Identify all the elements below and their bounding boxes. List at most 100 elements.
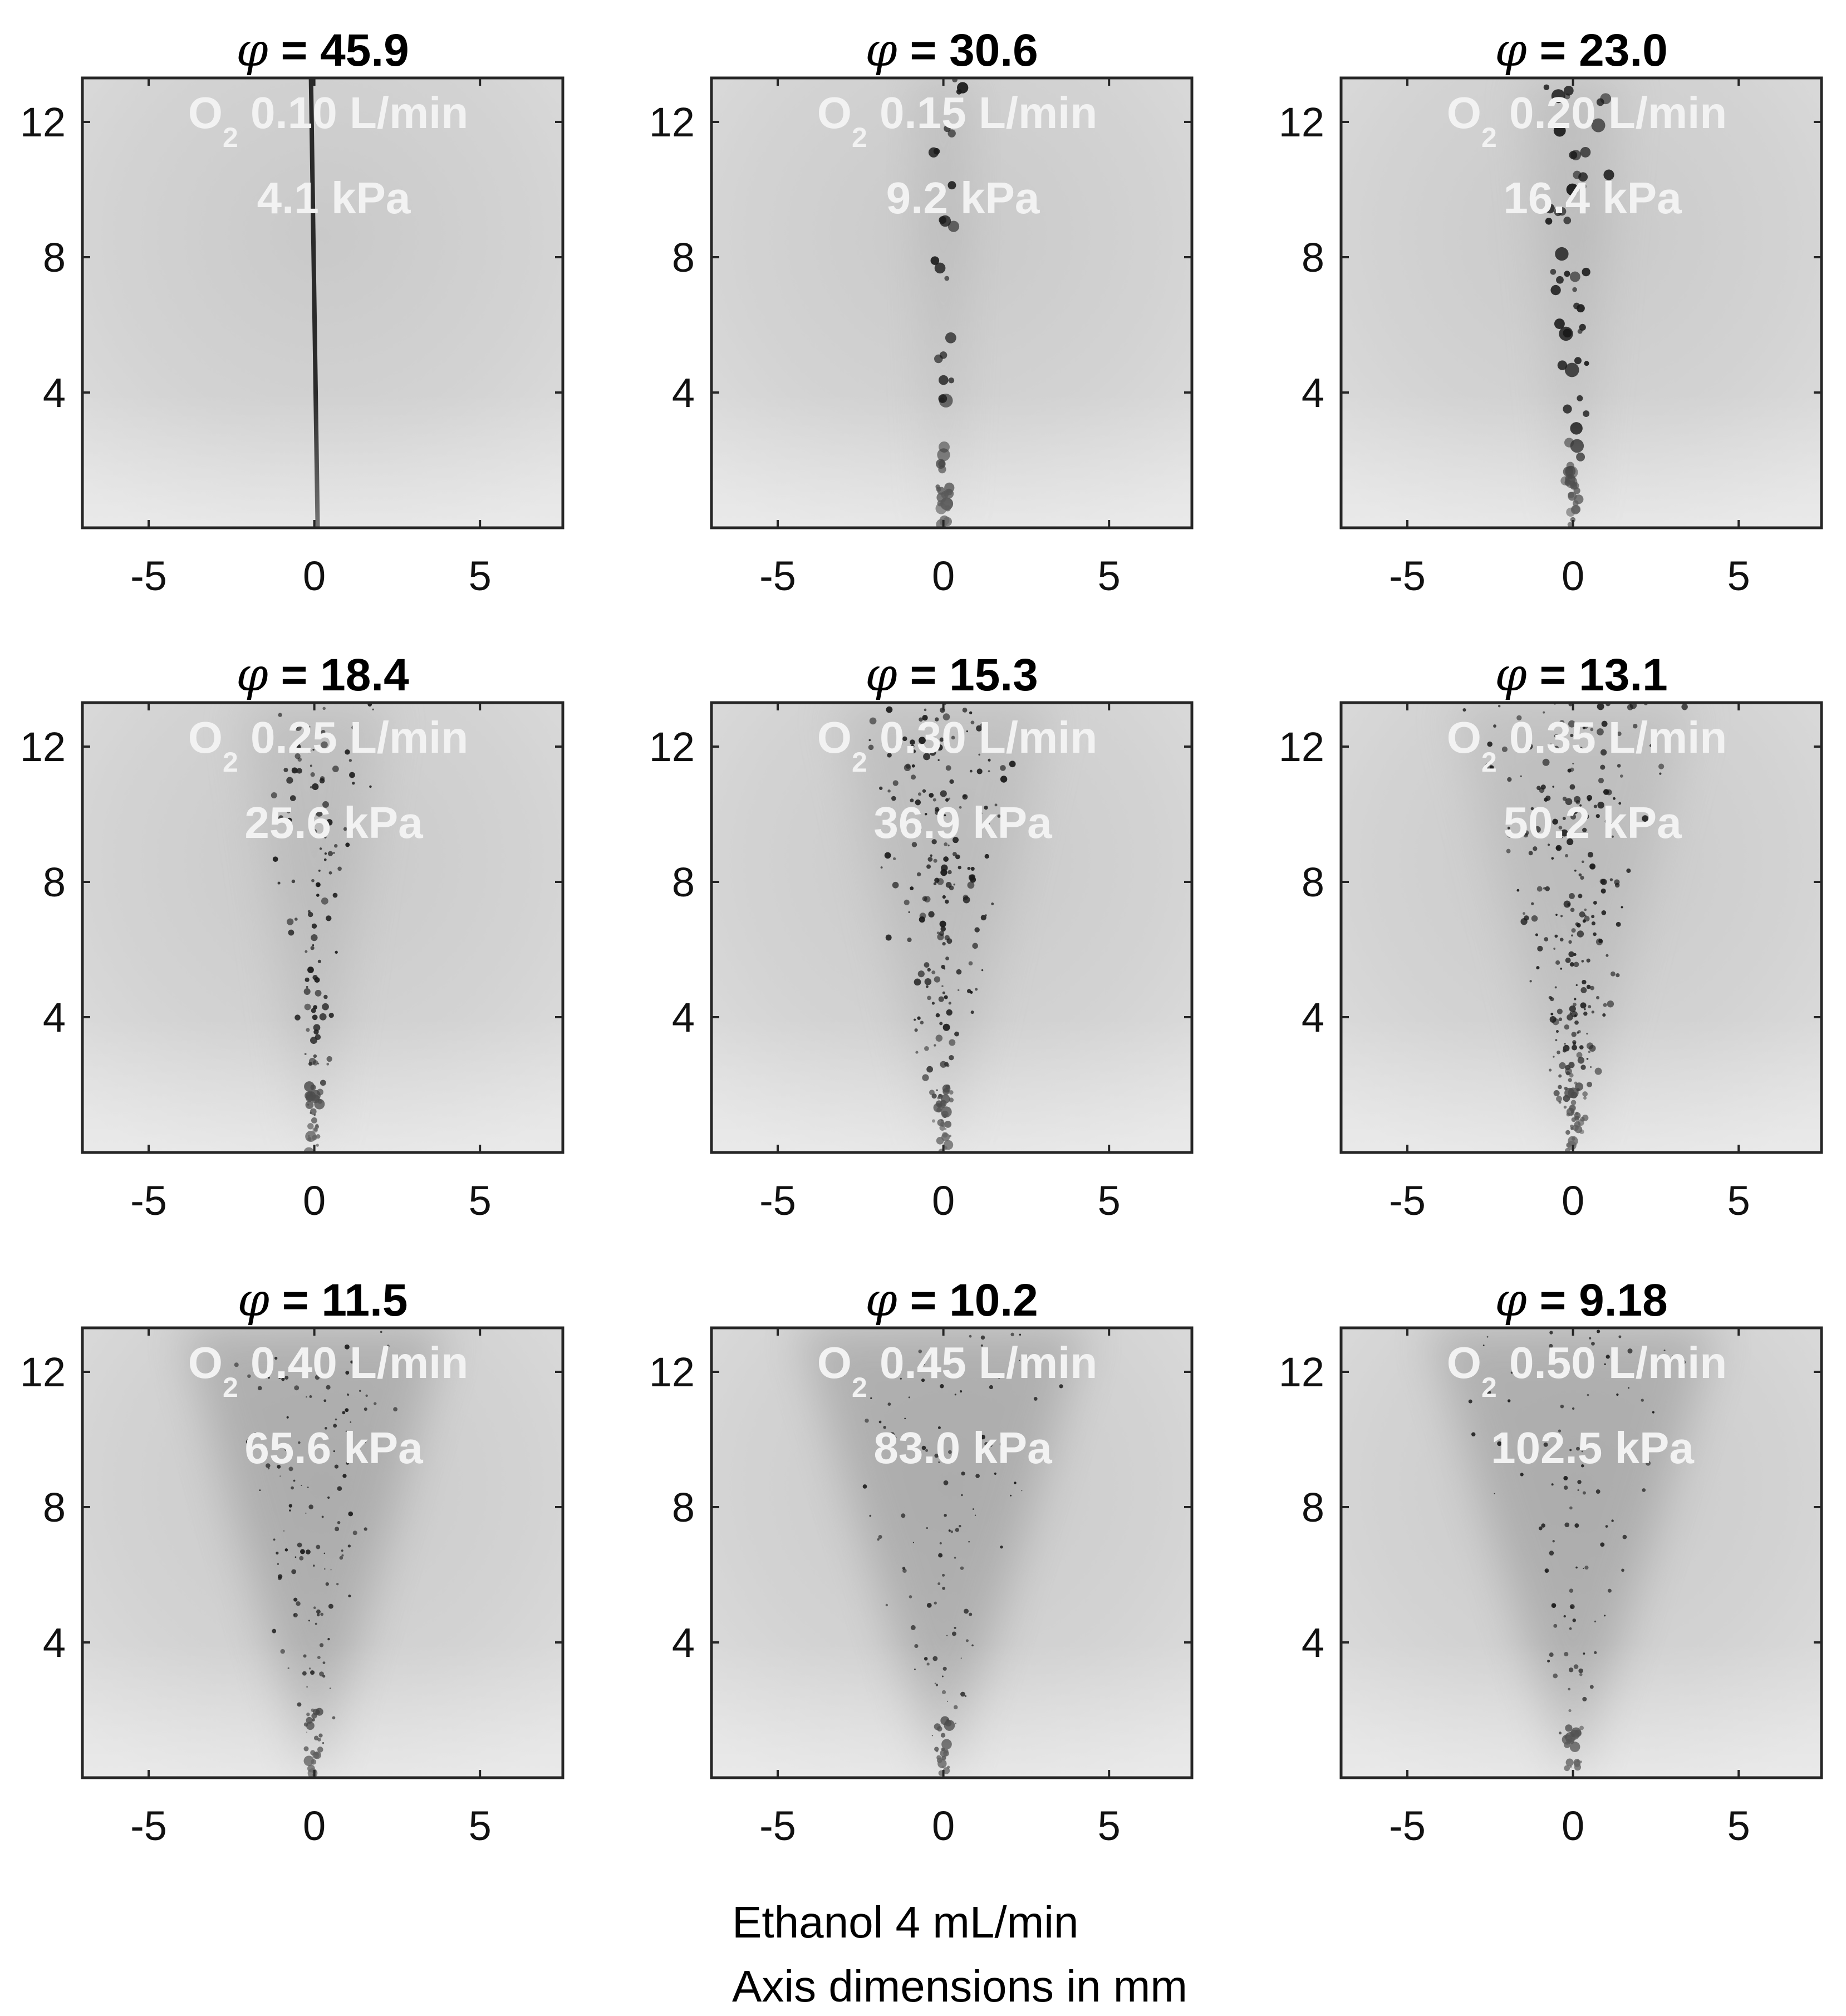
x-tick-label: -5: [759, 1178, 796, 1224]
panel: φ = 10.2 O2 0.45 L/min 83.0 kPa -5 0 5 4 8 12: [649, 1274, 1194, 1849]
y-tick-label: 4: [672, 1620, 695, 1666]
pressure-label: 16.4 kPa: [1503, 173, 1682, 223]
o2-flow-label: O2 0.25 L/min: [188, 713, 469, 778]
phi-equals: =: [268, 650, 320, 700]
panel: φ = 30.6 O2 0.15 L/min 9.2 kPa -5 0 5 4 8 12: [649, 24, 1194, 599]
x-tick-label: 0: [1562, 553, 1584, 599]
panel: φ = 23.0 O2 0.20 L/min 16.4 kPa -5 0 5 4 8 12: [1279, 24, 1823, 599]
phi-symbol: φ: [1495, 1274, 1527, 1327]
x-tick-label: 5: [469, 1178, 492, 1224]
x-tick-label: 0: [303, 553, 326, 599]
phi-value: 11.5: [321, 1275, 408, 1326]
o2-symbol: O: [1447, 713, 1481, 762]
phi-symbol: φ: [1495, 649, 1527, 702]
y-tick-label: 8: [672, 1484, 695, 1531]
y-tick-label: 12: [20, 99, 66, 145]
panel: φ = 45.9 O2 0.10 L/min 4.1 kPa -5 0 5 4 8 12: [20, 24, 564, 599]
o2-flow-value: 0.10 L/min: [238, 88, 468, 138]
phi-value: 15.3: [949, 650, 1038, 700]
panel-title: φ = 45.9: [236, 24, 409, 77]
x-tick-label: 5: [1098, 1803, 1121, 1849]
panel-title: φ = 13.1: [1495, 649, 1667, 702]
phi-value: 13.1: [1579, 650, 1668, 700]
panel-title: φ = 9.18: [1495, 1274, 1667, 1327]
o2-subscript: 2: [223, 1372, 238, 1403]
y-tick-label: 12: [1279, 99, 1324, 145]
y-tick-label: 12: [649, 724, 695, 770]
phi-symbol: φ: [236, 24, 268, 77]
y-tick-label: 4: [43, 1620, 66, 1666]
x-tick-label: -5: [759, 1803, 796, 1849]
y-tick-label: 4: [672, 370, 695, 416]
o2-flow-label: O2 0.50 L/min: [1447, 1338, 1727, 1403]
y-tick-label: 8: [1302, 1484, 1324, 1531]
phi-value: 10.2: [949, 1275, 1038, 1326]
x-tick-label: -5: [1389, 553, 1426, 599]
o2-flow-label: O2 0.20 L/min: [1447, 88, 1727, 153]
y-tick-label: 8: [672, 234, 695, 281]
axes-frame: [1339, 1326, 1823, 1779]
phi-symbol: φ: [1495, 24, 1527, 77]
image-fade: [711, 703, 1192, 1152]
o2-symbol: O: [188, 713, 223, 762]
pressure-label: 83.0 kPa: [873, 1423, 1052, 1473]
o2-symbol: O: [817, 713, 852, 762]
phi-equals: =: [897, 1275, 949, 1326]
phi-equals: =: [1527, 1275, 1579, 1326]
axes-frame: [710, 76, 1194, 529]
x-tick-label: 5: [1727, 1803, 1750, 1849]
o2-subscript: 2: [1481, 122, 1497, 153]
y-tick-label: 4: [1302, 994, 1324, 1041]
image-fade: [1341, 703, 1822, 1152]
axes-frame: [710, 701, 1194, 1154]
o2-symbol: O: [188, 1338, 223, 1387]
axes-frame: [81, 76, 564, 529]
y-tick-label: 4: [1302, 1620, 1324, 1666]
y-tick-label: 8: [43, 234, 66, 281]
caption-line-1: Ethanol 4 mL/min: [732, 1897, 1079, 1947]
phi-value: 30.6: [949, 25, 1038, 76]
phi-symbol: φ: [238, 1274, 270, 1327]
y-tick-label: 8: [1302, 859, 1324, 905]
o2-flow-value: 0.45 L/min: [867, 1338, 1097, 1387]
image-fade: [82, 703, 563, 1152]
phi-equals: =: [269, 1275, 321, 1326]
x-tick-label: 0: [932, 1178, 955, 1224]
o2-flow-value: 0.25 L/min: [238, 713, 468, 762]
o2-flow-label: O2 0.35 L/min: [1447, 713, 1727, 778]
x-tick-label: 5: [469, 1803, 492, 1849]
x-tick-label: 5: [1098, 1178, 1121, 1224]
phi-value: 23.0: [1579, 25, 1668, 76]
x-tick-label: -5: [1389, 1803, 1426, 1849]
o2-flow-label: O2 0.10 L/min: [188, 88, 469, 153]
phi-value: 18.4: [320, 650, 409, 700]
x-tick-label: -5: [130, 553, 167, 599]
o2-subscript: 2: [852, 122, 867, 153]
image-fade: [82, 1328, 563, 1778]
panel-title: φ = 15.3: [865, 649, 1038, 702]
pressure-label: 102.5 kPa: [1491, 1423, 1694, 1473]
phi-symbol: φ: [865, 24, 897, 77]
pressure-label: 65.6 kPa: [244, 1423, 423, 1473]
pressure-label: 50.2 kPa: [1503, 798, 1682, 847]
x-tick-label: 0: [932, 553, 955, 599]
phi-equals: =: [1527, 25, 1579, 76]
image-fade: [82, 78, 563, 528]
x-tick-label: 5: [469, 553, 492, 599]
x-tick-label: 5: [1727, 553, 1750, 599]
phi-equals: =: [897, 25, 949, 76]
panel-title: φ = 30.6: [865, 24, 1038, 77]
o2-symbol: O: [817, 1338, 852, 1387]
y-tick-label: 12: [649, 1349, 695, 1395]
y-tick-label: 4: [672, 994, 695, 1041]
o2-subscript: 2: [223, 747, 238, 778]
axes-frame: [1339, 701, 1823, 1154]
axes-frame: [81, 701, 564, 1154]
o2-subscript: 2: [1481, 1372, 1497, 1403]
panel: φ = 15.3 O2 0.30 L/min 36.9 kPa -5 0 5 4 8 12: [649, 649, 1194, 1224]
o2-subscript: 2: [223, 122, 238, 153]
o2-symbol: O: [1447, 1338, 1481, 1387]
image-fade: [1341, 78, 1822, 528]
x-tick-label: 0: [1562, 1803, 1584, 1849]
o2-subscript: 2: [852, 747, 867, 778]
